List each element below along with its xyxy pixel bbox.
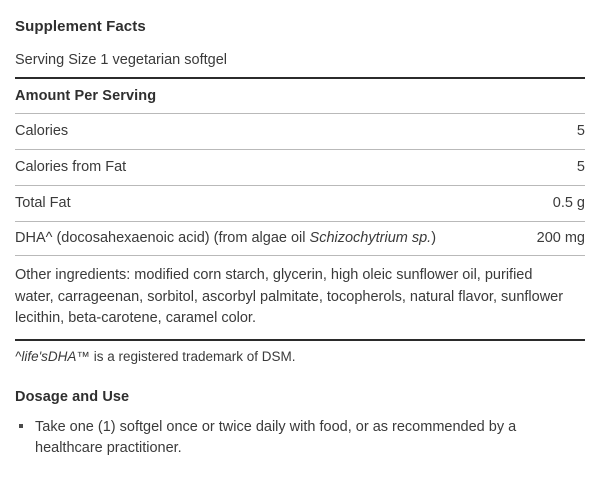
panel-inner: Supplement Facts Serving Size 1 vegetari… — [15, 0, 585, 460]
divider-above-amount-per-serving — [15, 77, 585, 79]
trademark-rest: is a registered trademark of DSM. — [89, 348, 296, 364]
amount-per-serving-header: Amount Per Serving — [15, 88, 157, 104]
bullet-icon — [19, 423, 23, 428]
nutrient-value: 0.5 g — [552, 195, 585, 211]
nutrient-value: 200 mg — [536, 230, 585, 246]
page-title: Supplement Facts — [15, 18, 146, 35]
divider-row — [15, 221, 585, 222]
dha-species-italic: Schizochytrium sp. — [309, 230, 432, 246]
divider-row — [15, 185, 585, 186]
serving-size-text: Serving Size 1 vegetarian softgel — [15, 52, 227, 68]
supplement-facts-panel: Supplement Facts Serving Size 1 vegetari… — [15, 0, 585, 460]
nutrient-name: Calories — [15, 123, 69, 139]
trademark-note: ^life'sDHA™ is a registered trademark of… — [15, 341, 585, 374]
table-row: Total Fat 0.5 g — [15, 186, 585, 221]
divider-below-amount-per-serving — [15, 113, 585, 114]
nutrient-value: 5 — [576, 123, 585, 139]
other-ingredients-text: Other ingredients: modified corn starch,… — [15, 267, 564, 326]
list-item-label: Take one (1) softgel once or twice daily… — [35, 418, 517, 457]
dha-name-suffix: ) — [431, 230, 437, 246]
trademark-marker: ^ — [15, 348, 22, 364]
nutrient-name: Calories from Fat — [15, 159, 127, 175]
divider-row — [15, 149, 585, 150]
nutrient-name: Total Fat — [15, 195, 71, 211]
nutrient-name: DHA^ (docosahexaenoic acid) (from algae … — [15, 229, 446, 248]
table-row: Calories 5 — [15, 114, 585, 149]
dha-name-prefix: DHA^ (docosahexaenoic acid) (from algae … — [15, 230, 310, 246]
divider-above-trademark — [15, 338, 585, 341]
dosage-and-use-heading: Dosage and Use — [15, 388, 130, 405]
table-row: Calories from Fat 5 — [15, 150, 585, 185]
table-row: DHA^ (docosahexaenoic acid) (from algae … — [15, 222, 585, 255]
divider-row — [15, 255, 585, 256]
list-item: Take one (1) softgel once or twice daily… — [15, 410, 580, 460]
trademark-brand: life'sDHA™ — [21, 348, 90, 364]
nutrient-value: 5 — [576, 159, 585, 175]
dosage-list: Take one (1) softgel once or twice daily… — [15, 410, 585, 460]
